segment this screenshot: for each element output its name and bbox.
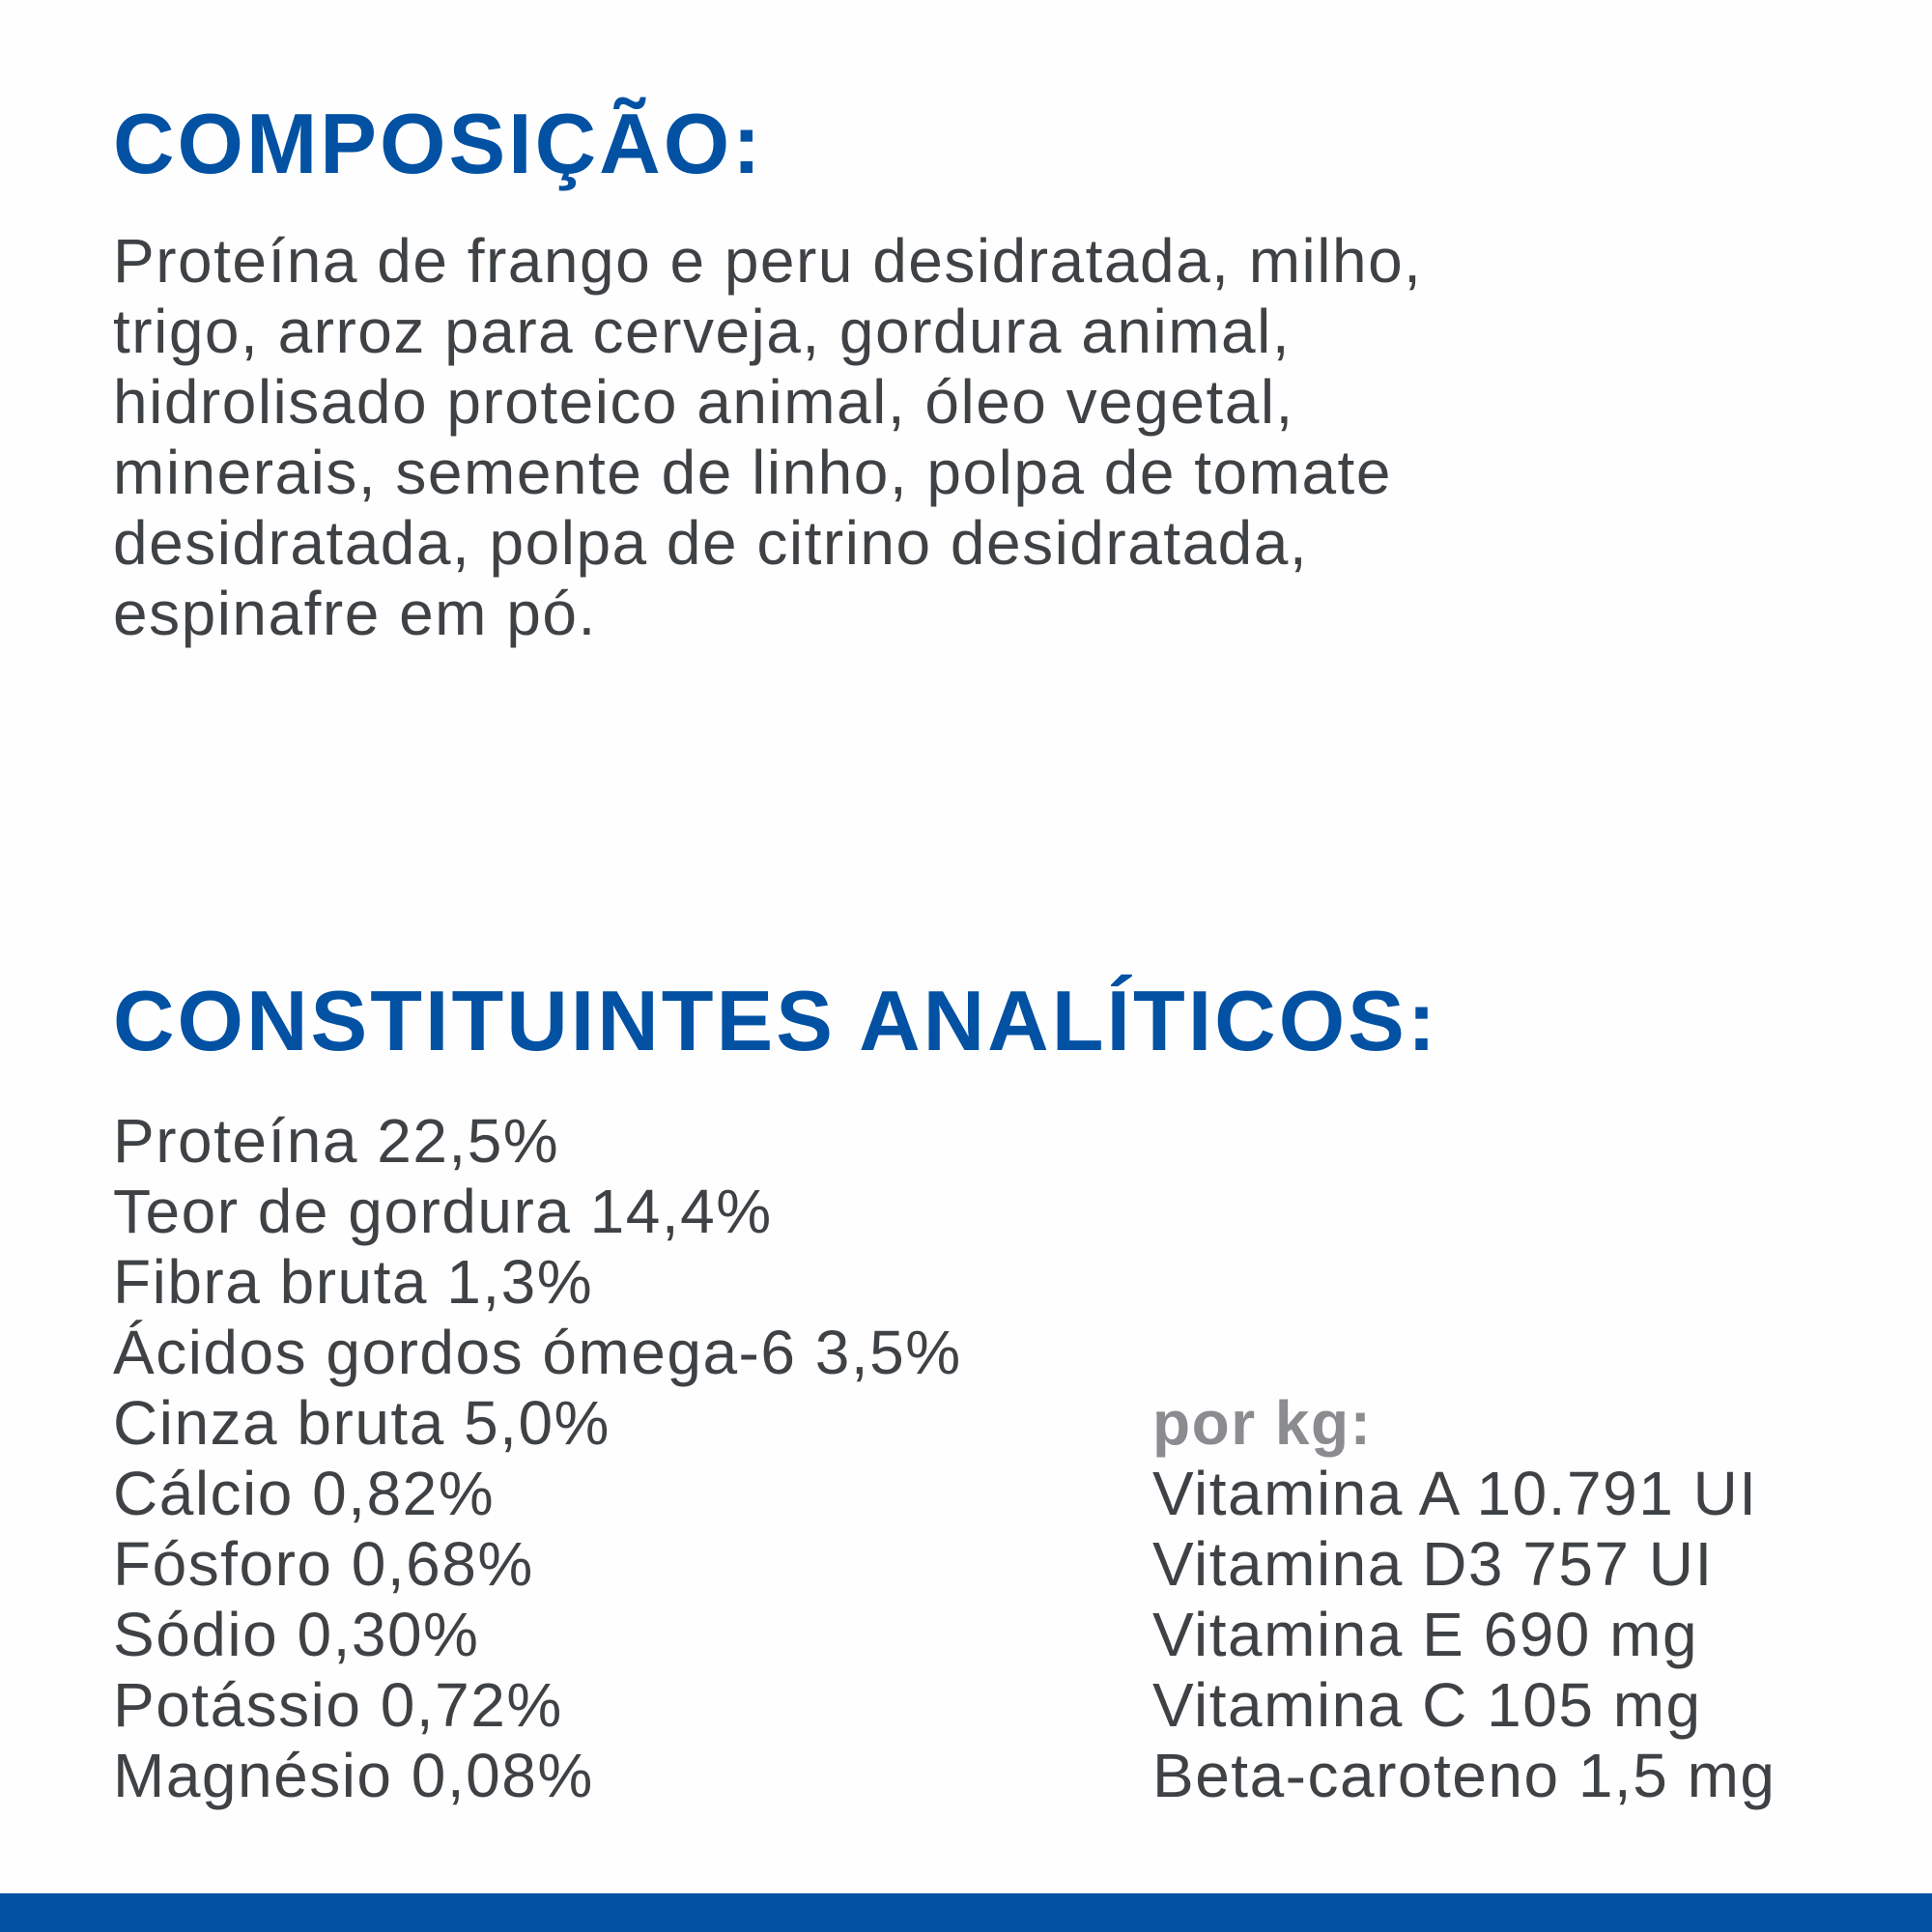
analytical-item: Fibra bruta 1,3% bbox=[113, 1247, 594, 1317]
vitamin-item: Beta-caroteno 1,5 mg bbox=[1152, 1741, 1776, 1810]
analytical-item: Proteína 22,5% bbox=[113, 1106, 560, 1176]
composition-line: minerais, semente de linho, polpa de tom… bbox=[113, 438, 1392, 507]
analytical-item: Sódio 0,30% bbox=[113, 1600, 480, 1669]
vitamin-item: Vitamina D3 757 UI bbox=[1152, 1529, 1714, 1599]
analytical-item: Potássio 0,72% bbox=[113, 1670, 563, 1740]
vitamin-item: Vitamina A 10.791 UI bbox=[1152, 1459, 1758, 1528]
analytical-item: Teor de gordura 14,4% bbox=[113, 1177, 773, 1246]
composition-line: trigo, arroz para cerveja, gordura anima… bbox=[113, 297, 1292, 366]
analytical-item: Ácidos gordos ómega-6 3,5% bbox=[113, 1318, 962, 1387]
footer-bar bbox=[0, 1893, 1932, 1932]
analytical-item: Magnésio 0,08% bbox=[113, 1741, 594, 1810]
vitamin-item: Vitamina C 105 mg bbox=[1152, 1670, 1702, 1740]
analytical-item: Cinza bruta 5,0% bbox=[113, 1388, 611, 1458]
composition-title: COMPOSIÇÃO: bbox=[113, 96, 764, 191]
analytical-item: Cálcio 0,82% bbox=[113, 1459, 496, 1528]
composition-line: espinafre em pó. bbox=[113, 579, 597, 648]
per-kg-list: por kg: Vitamina A 10.791 UI Vitamina D3… bbox=[1152, 1388, 1776, 1811]
composition-line: hidrolisado proteico animal, óleo vegeta… bbox=[113, 367, 1294, 437]
composition-text: Proteína de frango e peru desidratada, m… bbox=[113, 226, 1422, 649]
vitamin-item: Vitamina E 690 mg bbox=[1152, 1600, 1699, 1669]
composition-line: desidratada, polpa de citrino desidratad… bbox=[113, 508, 1309, 578]
analytical-list: Proteína 22,5% Teor de gordura 14,4% Fib… bbox=[113, 1106, 962, 1811]
analytical-title: CONSTITUINTES ANALÍTICOS: bbox=[113, 973, 1439, 1068]
per-kg-label: por kg: bbox=[1152, 1388, 1373, 1458]
analytical-item: Fósforo 0,68% bbox=[113, 1529, 534, 1599]
composition-line: Proteína de frango e peru desidratada, m… bbox=[113, 226, 1423, 296]
